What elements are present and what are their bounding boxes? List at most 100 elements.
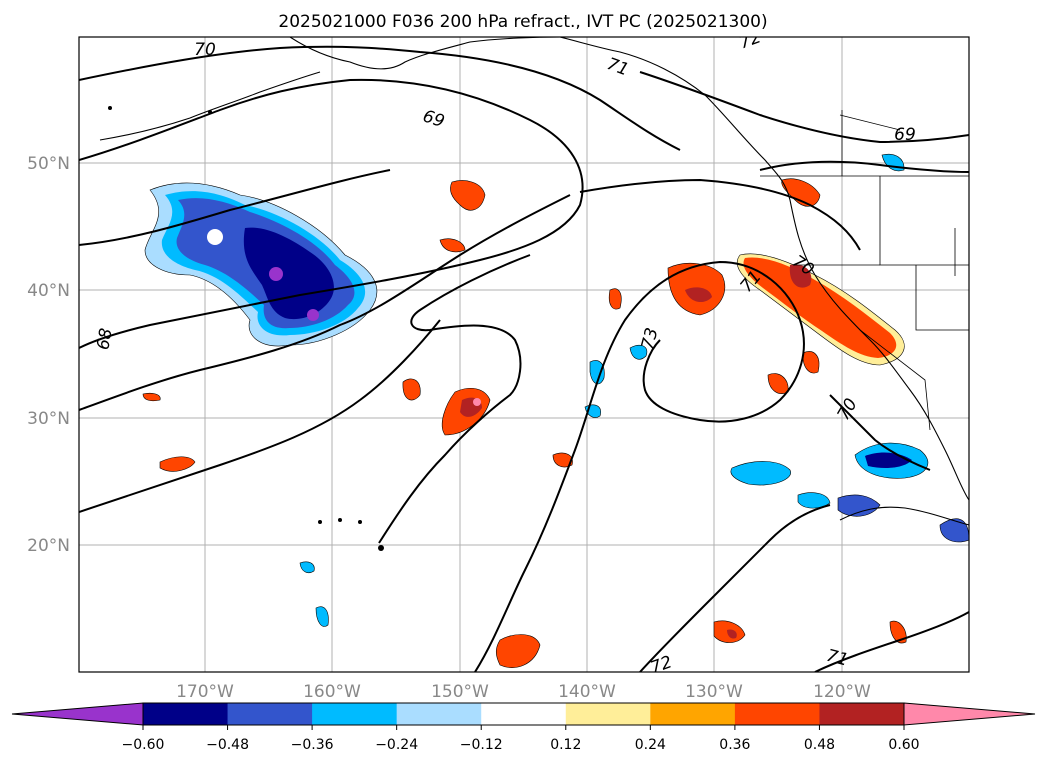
contour-label: 72: [648, 652, 675, 678]
contour-71-se: [814, 611, 969, 672]
contour-69: [79, 78, 584, 349]
neg-small-4: [299, 561, 315, 574]
pos-south-2-core: [727, 629, 737, 639]
lat-label: 30°N: [27, 409, 70, 429]
coastlines: [99, 37, 969, 526]
pos-pacific-3: [402, 378, 421, 401]
colorbar-segment: [143, 703, 229, 725]
pos-small-7: [142, 392, 161, 402]
colorbar-segment: [227, 703, 313, 725]
pos-mid-1-core: [685, 287, 712, 303]
pos-west-1: [159, 456, 196, 472]
longitude-labels: 170°W 160°W 150°W 140°W 130°W 120°W: [176, 682, 871, 702]
colorbar-extend-min: [11, 702, 144, 726]
height-contours: [79, 45, 969, 672]
lon-label: 170°W: [176, 682, 234, 702]
colorbar-tick-label: 0.36: [719, 737, 750, 753]
map-background: [79, 37, 969, 672]
neg-small-5: [315, 606, 329, 627]
border-state-3: [915, 265, 969, 331]
border-state-6: [839, 114, 901, 131]
neg-se-5: [939, 518, 969, 543]
negative-anomaly-southeast: [299, 153, 969, 627]
neg-hole: [207, 229, 223, 245]
pos-small-4: [889, 620, 907, 644]
neg-small-1: [589, 360, 605, 385]
neg-core-purple-2: [307, 309, 319, 321]
pos-coast-dark: [789, 264, 812, 288]
neg-region-navy: [243, 227, 334, 320]
contour-68: [79, 194, 571, 411]
negative-anomaly-northwest: [144, 182, 378, 347]
positive-anomaly-regions: [142, 178, 907, 668]
lon-label: 130°W: [685, 682, 743, 702]
colorbar-tick-label: 0.48: [804, 737, 835, 753]
pos-small-6: [439, 238, 466, 253]
pos-small-3: [552, 452, 573, 468]
pos-south-1: [495, 634, 541, 668]
lat-label: 50°N: [27, 154, 70, 174]
colorbar-tick-label: −0.48: [206, 737, 249, 753]
contour-71-south: [378, 254, 531, 544]
colorbar-tick-label: −0.60: [122, 737, 165, 753]
contour-label: 68: [93, 327, 116, 352]
pos-coast-red: [743, 257, 897, 358]
colorbar-tick-label: 0.12: [550, 737, 581, 753]
colorbar-segment: [312, 703, 398, 725]
contour-70-ne: [759, 160, 969, 173]
contour-72-mid: [579, 178, 861, 251]
neg-se-2: [730, 461, 791, 486]
coast-alaska-south: [289, 37, 561, 70]
coast-aleutians: [99, 71, 321, 141]
colorbar-segment: [565, 703, 651, 725]
neg-small-2: [629, 344, 648, 360]
coast-north-america: [559, 37, 969, 501]
contour-68-south: [79, 319, 441, 513]
plot-title: 2025021000 F036 200 hPa refract., IVT PC…: [278, 12, 767, 32]
colorbar-segments: [143, 703, 905, 725]
coast-mexico: [839, 506, 969, 526]
colorbar-segment: [819, 703, 905, 725]
contour-label: 69: [894, 125, 916, 145]
colorbar-segment: [481, 703, 567, 725]
map-frame: [78, 36, 970, 673]
map-panel: 70 69 68 71 72 69 70 71 73 70 72 71: [78, 36, 970, 678]
colorbar-tick-label: 0.24: [635, 737, 666, 753]
colorbar-segment: [650, 703, 736, 725]
island-hawaii-1: [378, 545, 384, 551]
neg-se-3: [837, 494, 881, 517]
neg-core-purple-1: [269, 267, 283, 281]
contour-70-se: [829, 394, 931, 471]
contour-73: [474, 260, 805, 672]
contour-70-north: [79, 45, 681, 151]
island-hawaii-2: [338, 518, 342, 522]
pos-pacific-1-pink: [473, 398, 481, 406]
colorbar-segment: [734, 703, 820, 725]
contour-label: 70: [194, 40, 216, 60]
contour-69-upper: [79, 169, 391, 246]
colorbar-tick-label: −0.24: [375, 737, 418, 753]
neg-se-4: [797, 492, 831, 509]
contour-72: [639, 504, 831, 672]
lon-label: 150°W: [431, 682, 489, 702]
colorbar-frame: [142, 702, 905, 726]
colorbar-extend-max: [903, 702, 1036, 726]
colorbar-tick-label: −0.36: [291, 737, 334, 753]
islands: [108, 106, 384, 551]
lon-label: 140°W: [558, 682, 616, 702]
colorbar-tick-label: −0.12: [460, 737, 503, 753]
lat-label: 40°N: [27, 281, 70, 301]
contour-69-ne: [639, 71, 969, 144]
pos-small-5: [802, 351, 820, 374]
colorbar-ticks: −0.60 −0.48 −0.36 −0.24 −0.12 0.12 0.24 0.36 0.4…: [122, 725, 920, 753]
colorbar: −0.60 −0.48 −0.36 −0.24 −0.12 0.12 0.24 0.36 0.4…: [11, 702, 1036, 753]
colorbar-tick-label: 0.60: [888, 737, 919, 753]
island-hawaii-4: [318, 520, 322, 524]
pos-pacific-2: [450, 180, 486, 211]
lat-label: 20°N: [27, 536, 70, 556]
island-aleutian-1: [108, 106, 112, 110]
border-state-5: [859, 329, 931, 431]
colorbar-segment: [396, 703, 482, 725]
political-borders: [760, 110, 969, 431]
